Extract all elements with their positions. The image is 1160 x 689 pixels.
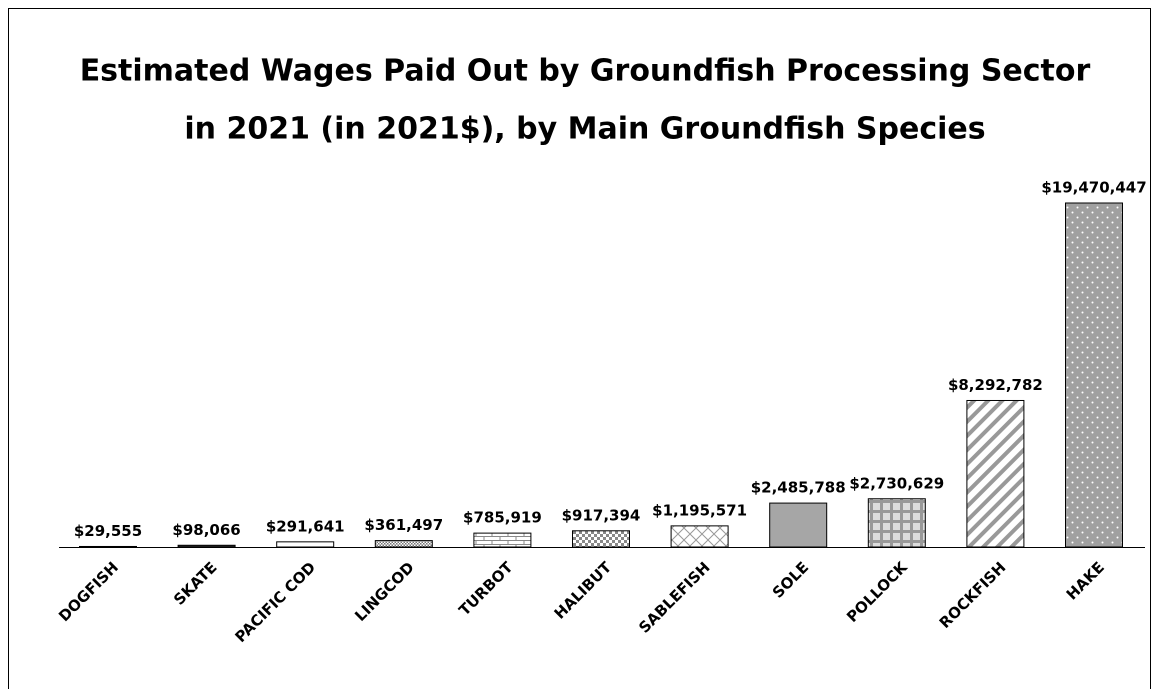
x-tick-label: POLLOCK [843,557,912,626]
bar [473,532,532,548]
bar [276,541,335,548]
bar [177,544,236,548]
x-tick-label: SOLE [769,558,812,601]
x-tick-label: PACIFIC COD [231,558,319,646]
bar [670,525,729,548]
chart-title: Estimated Wages Paid Out by Groundfish P… [80,54,1091,89]
data-label: $29,555 [74,522,142,540]
x-tick-label: HAKE [1063,558,1108,603]
data-label: $785,919 [463,509,542,527]
x-tick-label: LINGCOD [351,558,418,625]
bar [966,399,1025,548]
data-label: $2,730,629 [849,474,944,492]
data-label: $2,485,788 [751,479,846,497]
chart-title: in 2021 (in 2021$), by Main Groundfish S… [184,112,985,147]
data-label: $8,292,782 [948,376,1043,394]
x-tick-label: ROCKFISH [936,558,1010,632]
x-tick-label: SABLEFISH [635,558,713,636]
bar [769,502,828,548]
x-tick-label: TURBOT [455,558,517,620]
data-label: $361,497 [364,516,443,534]
data-label: $19,470,447 [1041,179,1146,197]
data-label: $917,394 [562,506,641,524]
x-tick-label: DOGFISH [55,558,122,625]
bar [1065,202,1123,548]
data-label: $1,195,571 [652,501,747,519]
bar [79,545,137,548]
data-label: $98,066 [172,521,240,539]
x-tick-label: SKATE [170,558,220,608]
bar [867,498,926,548]
bar [572,530,630,548]
data-label: $291,641 [266,517,345,535]
x-tick-label: HALIBUT [551,558,616,623]
bar [374,540,433,548]
chart-border [8,8,1151,689]
